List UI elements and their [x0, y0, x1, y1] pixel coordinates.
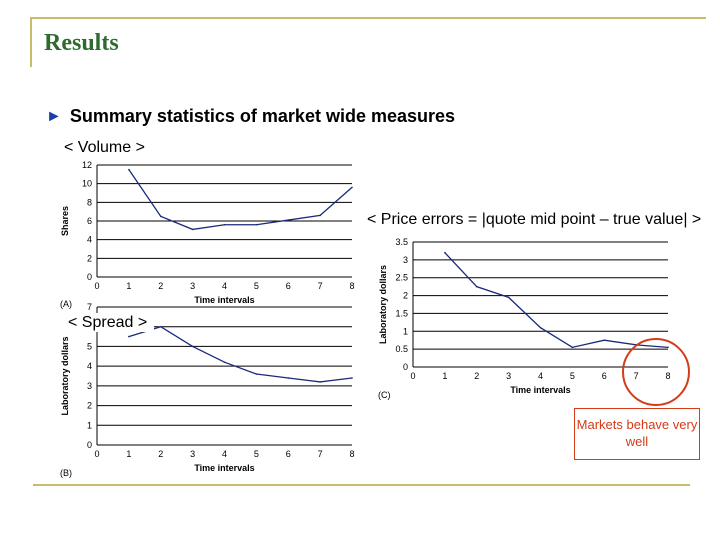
x-tick-label: 6	[286, 449, 291, 459]
bullet-text: Summary statistics of market wide measur…	[69, 106, 456, 126]
y-tick-label: 4	[87, 235, 92, 245]
x-tick-label: 6	[602, 371, 607, 381]
y-tick-label: 8	[87, 197, 92, 207]
data-point	[159, 325, 162, 328]
spread-chart: 01234567012345678Time intervalsLaborator…	[60, 302, 355, 478]
data-point	[128, 335, 130, 338]
data-point	[223, 223, 226, 226]
data-point	[287, 377, 290, 379]
data-point	[223, 361, 226, 363]
x-tick-label: 1	[126, 449, 131, 459]
x-axis-label: Time intervals	[194, 295, 254, 305]
data-point	[475, 285, 478, 288]
y-tick-label: 4	[87, 361, 92, 371]
y-tick-label: 0	[87, 440, 92, 450]
x-tick-label: 1	[442, 371, 447, 381]
panel-label: (A)	[60, 299, 72, 309]
data-point	[319, 381, 321, 383]
data-point	[159, 215, 162, 218]
highlight-circle	[622, 338, 690, 406]
x-tick-label: 3	[190, 281, 195, 291]
y-tick-label: 2	[87, 401, 92, 411]
x-tick-label: 2	[158, 449, 163, 459]
series-line	[128, 326, 353, 383]
volume-annotation: < Volume >	[62, 138, 152, 157]
data-point	[287, 219, 290, 221]
bullet-row: ► Summary statistics of market wide meas…	[46, 106, 455, 127]
y-tick-label: 2	[87, 253, 92, 263]
x-tick-label: 5	[254, 449, 259, 459]
x-tick-label: 8	[349, 281, 354, 291]
x-tick-label: 8	[349, 449, 354, 459]
data-point	[319, 214, 321, 217]
frame-top-rule	[30, 17, 706, 19]
x-tick-label: 7	[318, 281, 323, 291]
x-axis-label: Time intervals	[194, 463, 254, 473]
data-point	[255, 373, 258, 375]
spread-annotation: < Spread >	[66, 313, 154, 332]
x-tick-label: 0	[94, 449, 99, 459]
y-axis-label: Shares	[60, 206, 70, 236]
series-line	[128, 169, 353, 231]
y-tick-label: 3	[403, 255, 408, 265]
data-point	[507, 296, 510, 299]
x-tick-label: 2	[158, 281, 163, 291]
data-point	[191, 345, 194, 348]
data-point	[444, 251, 446, 254]
data-point	[255, 223, 258, 226]
price-errors-chart: 0 0.5 1 1.5 2 2.5 3 3.5 0 1 2 3 4 5 6 7 8 Time intervals L…	[378, 237, 671, 400]
y-tick-label: 5	[87, 341, 92, 351]
x-tick-label: 8	[665, 371, 670, 381]
data-point	[603, 339, 606, 342]
y-tick-label: 0	[403, 362, 408, 372]
x-tick-label: 6	[286, 281, 291, 291]
y-axis-label: Laboratory dollars	[378, 265, 388, 344]
x-tick-label: 4	[538, 371, 543, 381]
x-tick-label: 5	[254, 281, 259, 291]
y-tick-label: 0.5	[395, 344, 408, 354]
x-tick-label: 4	[222, 281, 227, 291]
x-axis-label: Time intervals	[510, 385, 570, 395]
data-point	[571, 346, 574, 349]
data-point	[191, 228, 194, 231]
x-tick-label: 3	[190, 449, 195, 459]
y-tick-label: 2.5	[395, 273, 408, 283]
y-tick-label: 12	[82, 160, 92, 170]
frame-left-rule	[30, 17, 32, 67]
y-tick-label: 1	[87, 420, 92, 430]
frame-bottom-rule	[33, 484, 690, 486]
x-tick-label: 7	[634, 371, 639, 381]
x-tick-label: 5	[570, 371, 575, 381]
data-point	[351, 377, 353, 379]
x-tick-label: 3	[506, 371, 511, 381]
series-line	[444, 252, 669, 349]
x-tick-label: 0	[410, 371, 415, 381]
x-tick-label: 1	[126, 281, 131, 291]
y-tick-label: 1.5	[395, 308, 408, 318]
x-tick-label: 2	[474, 371, 479, 381]
y-tick-label: 1	[403, 326, 408, 336]
price-errors-annotation: < Price errors = |quote mid point – true…	[365, 210, 709, 229]
panel-label: (B)	[60, 468, 72, 478]
x-tick-label: 0	[94, 281, 99, 291]
y-tick-label: 2	[403, 291, 408, 301]
x-tick-label: 4	[222, 449, 227, 459]
triangle-bullet-icon: ►	[46, 107, 62, 125]
data-point	[539, 326, 542, 329]
x-tick-label: 7	[318, 449, 323, 459]
note-box: Markets behave very well	[574, 408, 700, 460]
y-tick-label: 3	[87, 381, 92, 391]
y-tick-label: 6	[87, 216, 92, 226]
panel-label: (C)	[378, 390, 391, 400]
data-point	[667, 346, 669, 349]
y-axis-label: Laboratory dollars	[60, 336, 70, 415]
y-tick-label: 10	[82, 179, 92, 189]
y-tick-label: 3.5	[395, 237, 408, 247]
y-tick-label: 7	[87, 302, 92, 312]
y-tick-label: 0	[87, 272, 92, 282]
slide-title: Results	[44, 30, 119, 56]
data-point	[351, 186, 353, 189]
data-point	[128, 168, 130, 171]
